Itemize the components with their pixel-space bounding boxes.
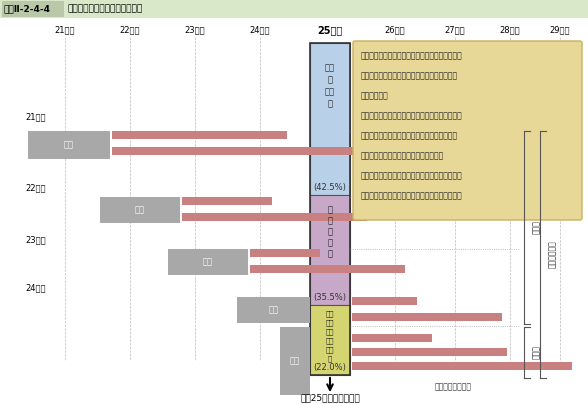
Text: 契約: 契約 <box>135 206 145 215</box>
Text: 一般: 一般 <box>326 337 334 344</box>
Text: 経: 経 <box>328 238 332 247</box>
Text: 後年度負担額: 後年度負担額 <box>548 241 557 268</box>
Text: このように、防衛関係費は単年度でその内訳を: このように、防衛関係費は単年度でその内訳を <box>361 171 463 180</box>
Text: 契約: 契約 <box>290 356 300 365</box>
FancyBboxPatch shape <box>2 1 64 17</box>
FancyBboxPatch shape <box>310 195 350 305</box>
FancyBboxPatch shape <box>237 297 310 323</box>
Text: 新規分: 新規分 <box>532 345 541 360</box>
FancyBboxPatch shape <box>182 213 367 221</box>
Text: (35.5%): (35.5%) <box>313 293 346 302</box>
FancyBboxPatch shape <box>112 131 287 139</box>
FancyBboxPatch shape <box>28 131 110 159</box>
FancyBboxPatch shape <box>112 147 367 155</box>
Text: 29年度: 29年度 <box>550 25 570 34</box>
Text: 物件費契約ベース: 物件費契約ベース <box>435 382 472 391</box>
Text: また、活動経費である一般物件費は全体の２割: また、活動経費である一般物件費は全体の２割 <box>361 111 463 120</box>
Text: 出: 出 <box>328 216 332 225</box>
Text: 〔活: 〔活 <box>326 310 334 317</box>
Text: 歳: 歳 <box>328 205 332 214</box>
Text: 27年度: 27年度 <box>445 25 465 34</box>
FancyBboxPatch shape <box>310 305 350 375</box>
Text: 契約: 契約 <box>64 141 74 149</box>
Text: (42.5%): (42.5%) <box>313 183 346 192</box>
Text: 23年度: 23年度 <box>25 236 46 244</box>
Text: 動経: 動経 <box>326 319 334 326</box>
Text: 歳出化経費という義務的な経費が全体の８割を: 歳出化経費という義務的な経費が全体の８割を <box>361 71 458 80</box>
Text: 平成25年度防衛関係費: 平成25年度防衛関係費 <box>300 393 360 402</box>
Text: 費: 費 <box>328 249 332 258</box>
FancyBboxPatch shape <box>168 249 248 275</box>
Text: 22年度: 22年度 <box>25 183 45 192</box>
FancyBboxPatch shape <box>352 297 417 305</box>
Text: 既定分: 既定分 <box>532 221 541 234</box>
FancyBboxPatch shape <box>352 334 432 342</box>
Text: 21年度: 21年度 <box>55 25 75 34</box>
FancyBboxPatch shape <box>0 0 588 18</box>
Text: 歳出予算で見た防衛関係費は、人件・糧食費と: 歳出予算で見た防衛関係費は、人件・糧食費と <box>361 51 463 60</box>
Text: 26年度: 26年度 <box>385 25 405 34</box>
Text: 人件: 人件 <box>325 63 335 72</box>
Text: 程度であるが、そのうち基地周辺対策経費など: 程度であるが、そのうち基地周辺対策経費など <box>361 131 458 140</box>
Text: (22.0%): (22.0%) <box>313 363 346 372</box>
Text: 25年度: 25年度 <box>318 25 343 35</box>
FancyBboxPatch shape <box>353 41 582 220</box>
Text: 契約: 契約 <box>203 257 213 267</box>
Text: 糧食: 糧食 <box>325 87 335 96</box>
FancyBboxPatch shape <box>250 265 405 273</box>
Text: 24年度: 24年度 <box>250 25 270 34</box>
FancyBboxPatch shape <box>182 197 272 205</box>
Text: 費: 費 <box>328 355 332 362</box>
Text: 化: 化 <box>328 227 332 236</box>
Text: 24年度: 24年度 <box>25 284 45 292</box>
Text: 義務的な経費は４割以上を占めている。: 義務的な経費は４割以上を占めている。 <box>361 151 445 160</box>
Text: 費〕: 費〕 <box>326 328 334 335</box>
FancyBboxPatch shape <box>352 313 502 321</box>
Text: 契約: 契約 <box>269 305 279 314</box>
FancyBboxPatch shape <box>250 249 320 257</box>
FancyBboxPatch shape <box>100 197 180 223</box>
Text: 図表Ⅱ-2-4-4: 図表Ⅱ-2-4-4 <box>4 4 51 13</box>
Text: 28年度: 28年度 <box>500 25 520 34</box>
FancyBboxPatch shape <box>280 327 310 395</box>
Text: 大きく変更することは困難な構造になっている。: 大きく変更することは困難な構造になっている。 <box>361 191 463 200</box>
Text: 23年度: 23年度 <box>185 25 205 34</box>
Text: 歳出額と新規後年度負担の関係: 歳出額と新規後年度負担の関係 <box>68 4 143 13</box>
FancyBboxPatch shape <box>352 348 507 356</box>
FancyBboxPatch shape <box>352 362 572 370</box>
Text: ・: ・ <box>328 75 332 84</box>
Text: 占めている。: 占めている。 <box>361 91 389 100</box>
Text: 費: 費 <box>328 99 332 108</box>
Text: 物件: 物件 <box>326 346 334 353</box>
Text: 22年度: 22年度 <box>120 25 141 34</box>
FancyBboxPatch shape <box>310 43 350 195</box>
Text: 21年度: 21年度 <box>25 112 45 122</box>
